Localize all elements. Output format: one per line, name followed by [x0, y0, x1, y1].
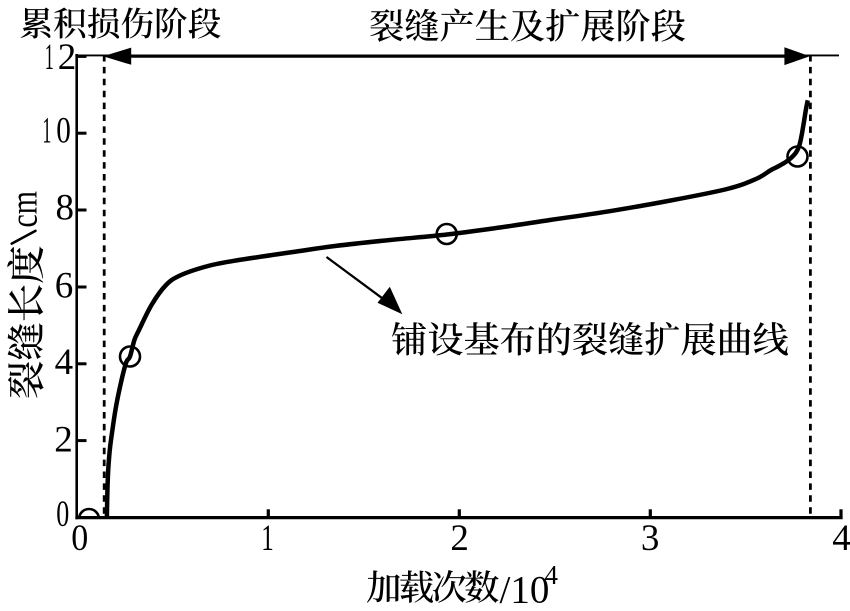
svg-text:/10: /10	[500, 569, 550, 611]
svg-text:4: 4	[55, 342, 74, 383]
svg-text:1: 1	[45, 37, 54, 78]
svg-text:4: 4	[832, 518, 850, 559]
svg-text:cm: cm	[4, 191, 46, 228]
svg-text:6: 6	[55, 266, 73, 307]
svg-text:2: 2	[54, 420, 73, 461]
svg-text:1: 1	[42, 111, 51, 152]
svg-text:8: 8	[56, 187, 75, 228]
svg-text:2: 2	[58, 37, 77, 78]
svg-text:0: 0	[56, 111, 71, 152]
svg-text:0: 0	[56, 494, 69, 535]
svg-text:2: 2	[450, 518, 469, 559]
svg-text:0: 0	[71, 518, 88, 559]
svg-text:4: 4	[545, 560, 559, 590]
svg-text:3: 3	[641, 518, 660, 559]
svg-text:1: 1	[261, 518, 274, 559]
